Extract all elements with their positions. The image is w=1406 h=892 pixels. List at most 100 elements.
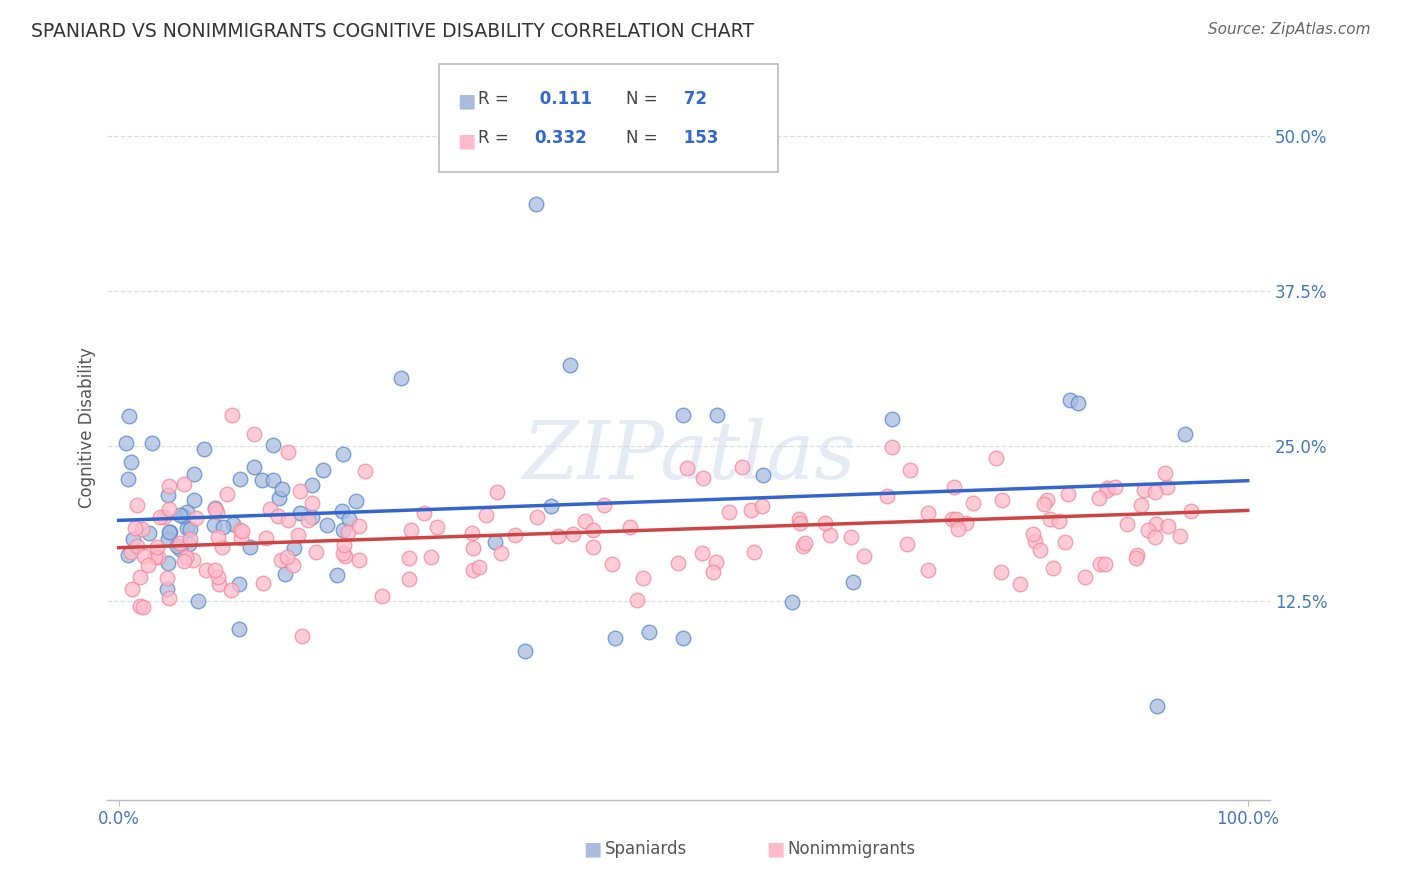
Point	[283, 541, 305, 556]
Point	[239, 540, 262, 554]
Point	[1126, 548, 1149, 562]
Point	[1170, 529, 1192, 543]
Point	[184, 510, 207, 524]
Point	[181, 553, 204, 567]
Point	[179, 532, 201, 546]
Point	[131, 522, 153, 536]
Point	[593, 498, 616, 512]
Point	[1042, 561, 1064, 575]
Point	[896, 537, 918, 551]
Point	[301, 496, 323, 510]
Point	[332, 538, 354, 552]
Text: N =: N =	[626, 90, 657, 108]
Point	[463, 541, 485, 555]
Point	[250, 473, 273, 487]
Point	[780, 595, 803, 609]
Point	[1024, 533, 1046, 548]
Text: R =: R =	[478, 90, 509, 108]
Point	[605, 632, 627, 646]
Point	[1104, 480, 1126, 494]
Point	[347, 519, 370, 533]
Point	[389, 370, 412, 384]
Point	[157, 525, 180, 540]
Point	[1097, 481, 1119, 495]
Point	[267, 491, 290, 505]
Point	[413, 506, 436, 520]
Point	[814, 516, 837, 530]
Point	[141, 436, 163, 450]
Point	[174, 549, 197, 564]
Point	[194, 564, 217, 578]
Point	[600, 558, 623, 572]
Point	[526, 197, 548, 211]
Point	[115, 436, 138, 450]
Point	[129, 599, 152, 613]
Text: ■: ■	[766, 839, 785, 858]
Point	[574, 514, 596, 528]
Point	[1094, 557, 1116, 571]
Point	[1115, 517, 1137, 532]
Point	[129, 569, 152, 583]
Point	[202, 517, 225, 532]
Point	[990, 492, 1012, 507]
Point	[120, 545, 142, 559]
Point	[176, 505, 198, 519]
Point	[156, 556, 179, 570]
Point	[1029, 542, 1052, 557]
Point	[297, 513, 319, 527]
Point	[229, 523, 252, 537]
Point	[941, 512, 963, 526]
Point	[153, 510, 176, 524]
Point	[229, 472, 252, 486]
Point	[880, 412, 903, 426]
Point	[740, 503, 762, 517]
Point	[146, 549, 169, 564]
Point	[420, 549, 443, 564]
Point	[1143, 485, 1166, 500]
Point	[672, 632, 695, 646]
Point	[461, 526, 484, 541]
Point	[946, 522, 969, 536]
Point	[962, 496, 984, 510]
Point	[582, 524, 605, 538]
Point	[169, 542, 191, 557]
Point	[399, 523, 422, 537]
Point	[172, 508, 194, 523]
Point	[787, 512, 810, 526]
Point	[990, 565, 1012, 579]
Point	[125, 539, 148, 553]
Point	[193, 442, 215, 457]
Point	[1047, 514, 1070, 528]
Point	[560, 359, 582, 373]
Point	[277, 513, 299, 527]
Point	[332, 447, 354, 461]
Point	[149, 510, 172, 524]
Point	[118, 409, 141, 424]
Text: ■: ■	[457, 131, 475, 150]
Point	[157, 591, 180, 605]
Point	[668, 556, 690, 570]
Point	[789, 516, 811, 531]
Point	[337, 512, 360, 526]
Point	[288, 484, 311, 499]
Point	[1056, 487, 1078, 501]
Point	[204, 563, 226, 577]
Point	[173, 477, 195, 491]
Text: 153: 153	[678, 129, 718, 147]
Point	[243, 460, 266, 475]
Point	[1144, 517, 1167, 532]
Point	[792, 539, 814, 553]
Point	[1035, 493, 1057, 508]
Point	[853, 549, 876, 564]
Point	[1125, 550, 1147, 565]
Point	[231, 531, 253, 545]
Point	[243, 426, 266, 441]
Point	[254, 532, 277, 546]
Point	[690, 546, 713, 560]
Point	[228, 622, 250, 636]
Text: N =: N =	[626, 129, 657, 147]
Point	[143, 550, 166, 565]
Point	[276, 550, 298, 565]
Point	[325, 567, 347, 582]
Point	[986, 450, 1008, 465]
